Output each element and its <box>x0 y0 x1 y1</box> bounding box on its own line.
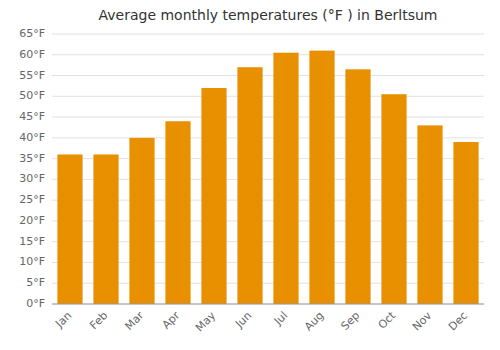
grid-line <box>52 96 484 97</box>
y-grid <box>52 34 484 304</box>
grid-line <box>52 34 484 35</box>
y-tick-label: 55°F <box>19 69 45 82</box>
bar <box>273 53 298 304</box>
y-tick-label: 10°F <box>19 255 45 268</box>
x-tick-label: May <box>193 309 219 335</box>
bar <box>381 94 406 304</box>
x-tick-label: Aug <box>302 309 326 333</box>
bar <box>201 88 226 304</box>
y-tick-label: 0°F <box>26 297 45 310</box>
y-tick-label: 60°F <box>19 48 45 61</box>
x-tick-label: Jun <box>232 309 254 331</box>
grid-line <box>52 304 484 305</box>
y-tick-label: 5°F <box>26 276 45 289</box>
y-tick-label: 15°F <box>19 235 45 248</box>
y-tick-label: 25°F <box>19 193 45 206</box>
bar <box>165 121 190 304</box>
grid-line <box>52 75 484 76</box>
bar <box>417 125 442 304</box>
y-tick-label: 45°F <box>19 110 45 123</box>
grid-line <box>52 117 484 118</box>
y-tick-label: 30°F <box>19 172 45 185</box>
x-tick-label: Apr <box>160 309 183 332</box>
bar <box>237 67 262 304</box>
x-tick-label: Nov <box>410 309 435 334</box>
x-tick-label: Jul <box>271 309 290 328</box>
y-tick-label: 35°F <box>19 152 45 165</box>
x-tick-labels: Jan Feb Mar Apr May Jun Jul Aug Sep Oct Nov Dec <box>52 309 470 335</box>
y-tick-labels: 0°F 5°F 10°F 15°F 20°F 25°F 30°F 35°F 40°F 45°F 50… <box>19 27 45 310</box>
title: Average monthly temperatures (°F ) in Be… <box>99 7 438 23</box>
bar <box>129 138 154 304</box>
bar <box>309 51 334 304</box>
x-tick-label: Feb <box>87 309 110 332</box>
x-tick-label: Dec <box>446 309 470 333</box>
bars <box>57 51 478 304</box>
y-tick-label: 50°F <box>19 89 45 102</box>
bar <box>453 142 478 304</box>
bar <box>93 154 118 304</box>
x-tick-label: Jan <box>52 309 74 331</box>
x-axis-line <box>52 304 484 305</box>
x-tick-label: Sep <box>338 309 362 333</box>
grid-line <box>52 54 484 55</box>
x-tick-label: Mar <box>122 309 146 333</box>
bar <box>345 69 370 304</box>
x-tick-label: Oct <box>376 309 399 332</box>
y-tick-label: 40°F <box>19 131 45 144</box>
y-tick-label: 65°F <box>19 27 45 40</box>
chart: 0°F 5°F 10°F 15°F 20°F 25°F 30°F 35°F 40°F 45°F 50… <box>0 0 500 350</box>
bar <box>57 154 82 304</box>
y-tick-label: 20°F <box>19 214 45 227</box>
